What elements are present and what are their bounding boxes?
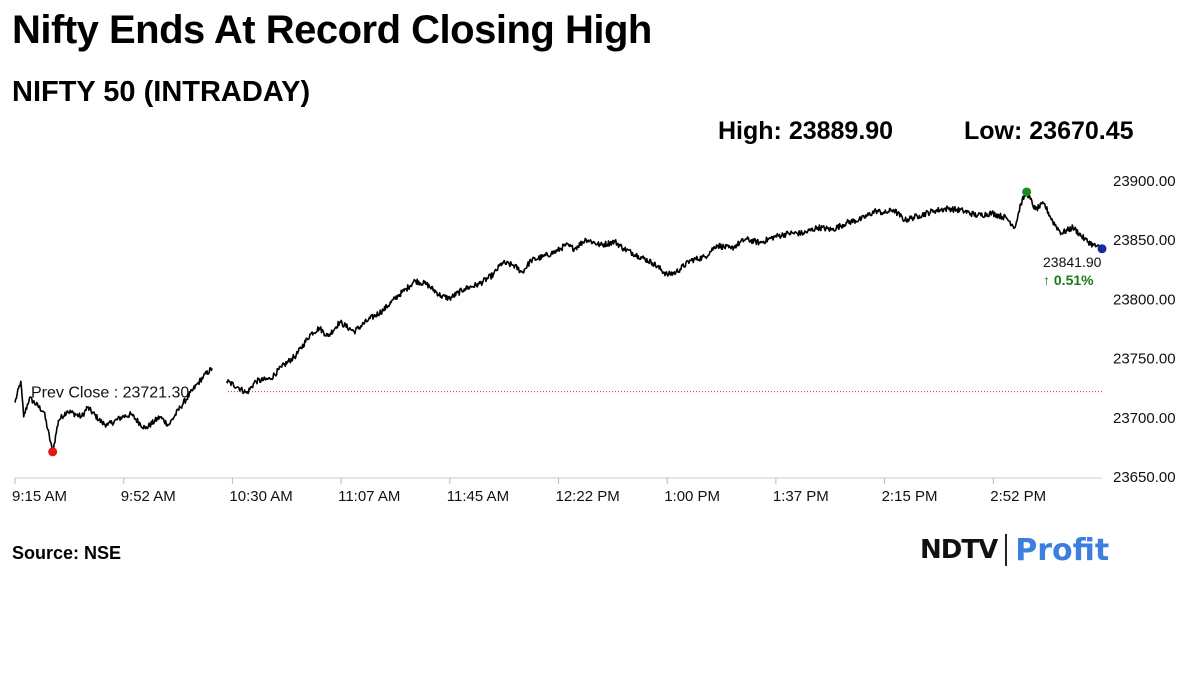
y-tick-label: 23850.00 [1113,232,1176,249]
logo-brand: NDTV [920,535,998,565]
day-low-marker [48,447,58,457]
close-marker [1097,244,1107,254]
x-tick-label: 2:15 PM [882,488,938,505]
y-tick-label: 23800.00 [1113,291,1176,308]
intraday-line-chart: 23900.00 23850.00 23800.00 23750.00 23700.00… [12,173,1176,505]
y-tick-label: 23750.00 [1113,351,1176,368]
logo-divider [1005,534,1008,566]
price-line [14,367,213,454]
prev-close-group: Prev Close : 23721.30 [31,385,1102,402]
chart-subtitle: NIFTY 50 (INTRADAY) [12,76,311,108]
series-group [14,191,1103,454]
x-tick-label: 11:45 AM [447,488,509,505]
price-line [225,191,1103,395]
y-tick-label: 23700.00 [1113,410,1176,427]
day-high-marker [1022,187,1032,197]
y-tick-label: 23900.00 [1113,173,1176,190]
day-high-stat: High: 23889.90 [718,117,894,145]
x-tick-label: 2:52 PM [990,488,1046,505]
x-tick-label: 9:52 AM [121,488,176,505]
y-axis: 23900.00 23850.00 23800.00 23750.00 23700.00… [1113,173,1176,486]
x-axis: 9:15 AM 9:52 AM 10:30 AM 11:07 AM 11:45 AM 12… [12,477,1102,505]
x-tick-label: 11:07 AM [338,488,400,505]
annotation-group: 23841.90 ↑ 0.51% [48,187,1107,457]
x-tick-label: 9:15 AM [12,488,67,505]
x-tick-label: 12:22 PM [556,488,620,505]
x-tick-label: 10:30 AM [229,488,292,505]
day-low-stat: Low: 23670.45 [964,117,1134,145]
chart-title: Nifty Ends At Record Closing High [12,8,652,52]
close-value-label: 23841.90 [1043,254,1102,270]
y-tick-label: 23650.00 [1113,469,1176,486]
logo-product: Profit [1015,532,1110,568]
close-change-label: ↑ 0.51% [1043,272,1094,288]
x-tick-label: 1:37 PM [773,488,829,505]
x-tick-label: 1:00 PM [664,488,720,505]
prev-close-label: Prev Close : 23721.30 [31,385,189,402]
source-note: Source: NSE [12,543,122,563]
ndtv-profit-logo: NDTV Profit [920,532,1109,568]
